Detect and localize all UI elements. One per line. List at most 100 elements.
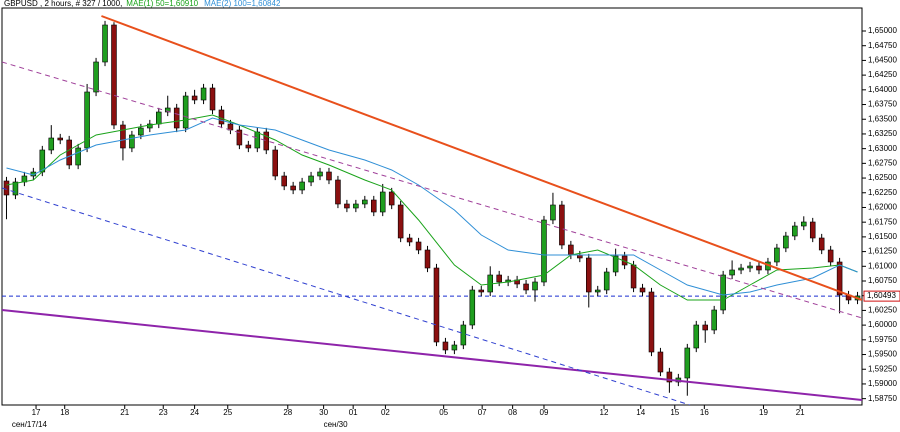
candle-body [93,61,99,93]
chart-title: GBPUSD , 2 hours, # 327 / 1000, [4,0,122,8]
x-tick-label: 25 [223,408,232,417]
y-tick-label: 1,64000 [868,85,897,94]
legend-entry: MAE(2) 100=1,60842 [204,0,281,8]
x-tick-label: 09 [540,408,549,417]
y-tick-label: 1,59750 [868,335,897,344]
moving-average [6,117,858,296]
candle-body [568,244,574,256]
x-tick-label: 28 [283,408,292,417]
candle-body [84,91,90,149]
candle-body [406,237,413,243]
y-tick-label: 1,62000 [868,203,897,212]
trendline [2,187,691,405]
moving-average [6,114,858,301]
candle-body [75,147,81,166]
candle-body [657,351,664,373]
candle-body [236,129,243,146]
candle-body [3,180,10,196]
candle-body [164,107,171,113]
y-tick-label: 1,62750 [868,158,897,167]
candle-body [550,204,556,221]
candle-body [693,324,700,349]
y-tick-label: 1,59250 [868,364,897,373]
y-tick-label: 1,63750 [868,100,897,109]
candle-body [281,175,287,187]
candle-body [191,95,198,101]
candle-body [729,269,735,276]
candle-body [702,324,708,331]
candle-body [335,179,341,205]
candle-body [290,185,296,191]
candle-body [648,291,655,353]
x-tick-label: 08 [508,408,517,417]
x-tick-label: 21 [120,408,129,417]
y-tick-label: 1,60000 [868,320,897,329]
x-tick-label: 17 [32,408,41,417]
candle-body [12,181,19,196]
candle-body [720,274,726,311]
candle-body [263,131,270,151]
candle-body [379,191,386,213]
current-price-label: 1,60493 [867,291,896,300]
candle-body [603,271,610,291]
candle-body [684,347,691,379]
candle-body [156,111,162,125]
candle-body [630,264,637,289]
candle-body [612,255,619,273]
candle-body [559,204,565,246]
candle-body [102,24,108,63]
candle-body [801,221,807,227]
x-tick-label: 19 [759,408,768,417]
candle-body [218,109,225,125]
y-tick-label: 1,61250 [868,247,897,256]
x-tick-label: 01 [349,408,358,417]
x-tick-label: 15 [670,408,679,417]
current-price-box [863,290,900,302]
candle-body [147,123,153,129]
candle-body [48,137,55,151]
candle-body [129,134,135,149]
candle-body [818,237,825,251]
candle-body [809,221,816,239]
candle-body [586,257,592,293]
candle-body [57,137,63,141]
candle-body [836,261,843,296]
candle-body [182,95,189,129]
x-tick-label: 12 [600,408,609,417]
x-tick-label: 05 [439,408,448,417]
candle-body [272,149,278,177]
candle-body [66,139,72,166]
candle-body [254,131,261,149]
x-tick-label: 21 [796,408,805,417]
x-tick-label: 23 [159,408,168,417]
x-tick-label: 07 [478,408,487,417]
candle-body [111,24,117,126]
candle-body [541,219,547,283]
y-tick-label: 1,64250 [868,70,897,79]
candle-body [326,171,332,181]
y-tick-label: 1,61000 [868,261,897,270]
candle-body [594,289,601,293]
y-tick-label: 1,63250 [868,129,897,138]
candle-body [388,191,395,206]
candle-body [469,289,476,326]
y-tick-label: 1,64500 [868,56,897,65]
candle-body [424,249,431,269]
x-tick-label-2: сен/17/14 [12,420,48,429]
candle-body [433,267,440,343]
candle-body [397,204,404,239]
x-tick-label: 18 [60,408,69,417]
candle-body [451,344,458,351]
legend: MAE(1) 50=1,60910 MAE(2) 100=1,60842 [126,0,281,8]
candle-body [496,274,502,283]
x-tick-label: 02 [381,408,390,417]
y-tick-label: 1,63500 [868,114,897,123]
candle-body [138,127,144,136]
trendline [101,15,862,301]
candle-body [792,225,798,237]
candle-body [442,341,449,351]
candle-body [478,289,485,293]
candle-body [353,203,359,209]
